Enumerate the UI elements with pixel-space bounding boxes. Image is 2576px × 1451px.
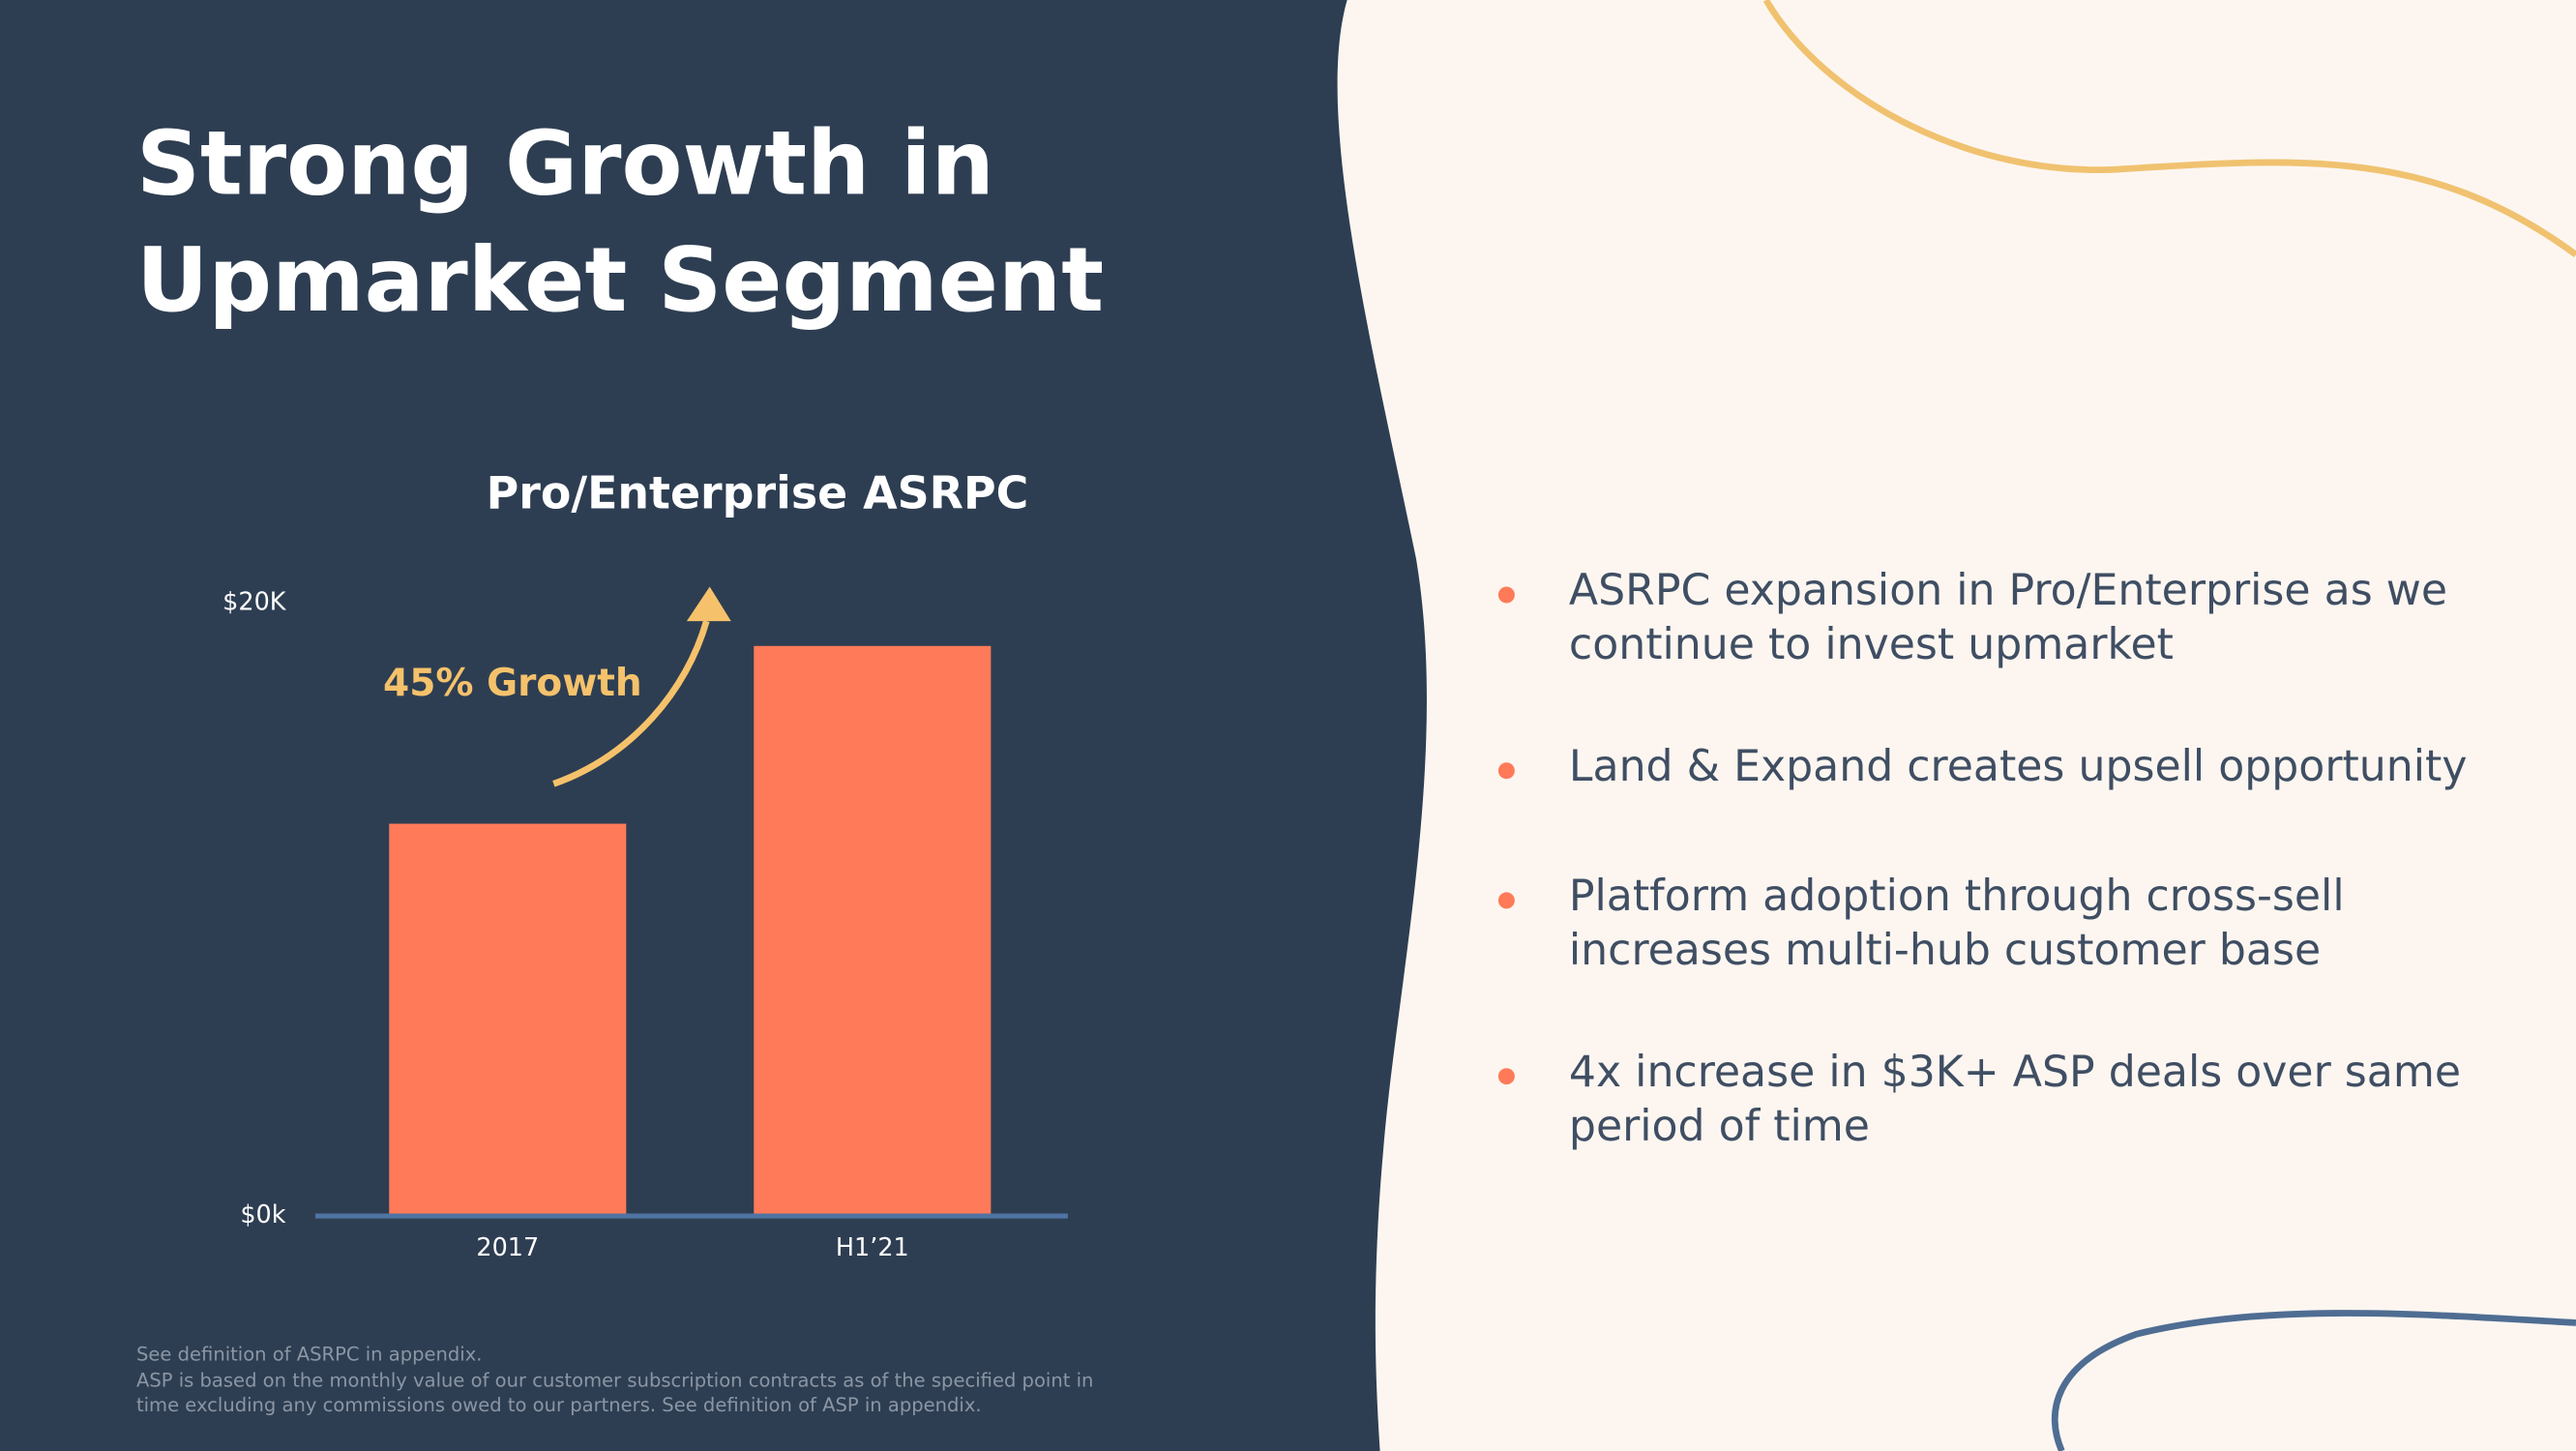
x-tick-label: H1’21 (836, 1233, 909, 1262)
bar (754, 645, 992, 1217)
bullet: Land & Expand creates upsell opportunity (1568, 742, 2468, 792)
x-tick-label: 2017 (476, 1233, 539, 1262)
bullet-dot (1497, 586, 1515, 604)
dark-panel (0, 0, 1427, 1451)
footnotes: See definition of ASRPC in appendix. ASP… (136, 1343, 1122, 1419)
bullet: 4x increase in $3K+ ASP deals over same … (1568, 1048, 2462, 1152)
footnote: ASP is based on the monthly value of our… (135, 1368, 1094, 1417)
bullet: Platform adoption through cross-sell inc… (1568, 873, 2345, 977)
y-tick-label: $0k (240, 1200, 285, 1229)
bar (389, 823, 627, 1217)
annotation: 45% Growth (383, 662, 642, 705)
bullet-dot (1497, 762, 1515, 780)
bullet-dot (1497, 1068, 1515, 1085)
decor-curve (1762, 0, 2576, 258)
y-tick-label: $20K (222, 587, 287, 616)
footnote: See definition of ASRPC in appendix. (135, 1342, 483, 1366)
bullet-dot (1497, 892, 1515, 909)
bullet: ASRPC expansion in Pro/Enterprise as we … (1568, 567, 2448, 671)
slide-title: Strong Growth in Upmarket Segment (135, 111, 1105, 333)
arrow-head (686, 586, 731, 622)
decor-curve (2051, 1310, 2576, 1451)
growth-arrow (552, 620, 710, 787)
chart-title: Pro/Enterprise ASRPC (487, 467, 1029, 519)
